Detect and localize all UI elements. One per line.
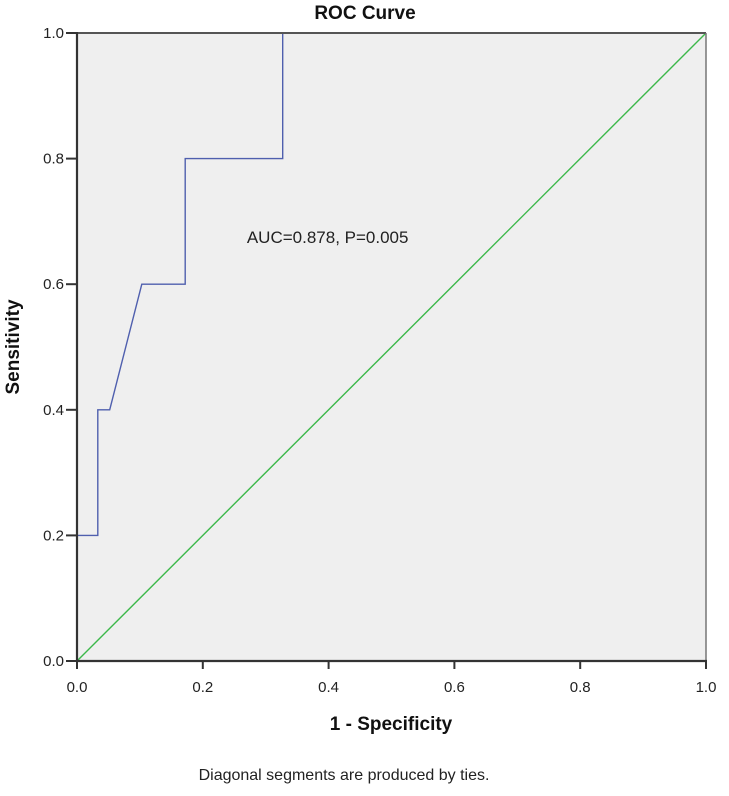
x-tick-label: 0.8: [570, 679, 591, 696]
footnote: Diagonal segments are produced by ties.: [199, 767, 490, 784]
y-tick-label: 0.4: [43, 402, 64, 419]
series-layer: [76, 32, 707, 662]
x-tick-label: 0.4: [318, 679, 339, 696]
y-tick-label: 0.6: [43, 276, 64, 293]
y-tick-label: 0.8: [43, 151, 64, 168]
x-axis-title: 1 - Specificity: [330, 714, 453, 735]
auc-annotation: AUC=0.878, P=0.005: [247, 228, 409, 247]
y-tick-label: 0.2: [43, 527, 64, 544]
y-axis-title: Sensitivity: [3, 299, 24, 394]
y-tick-label: 1.0: [43, 25, 64, 42]
roc-curve: [76, 32, 706, 661]
chart-title: ROC Curve: [314, 3, 415, 24]
reference-line: [76, 32, 707, 662]
x-tick-label: 0.6: [444, 679, 465, 696]
y-tick-label: 0.0: [43, 653, 64, 670]
x-tick-label: 0.0: [67, 679, 88, 696]
x-tick-label: 0.2: [192, 679, 213, 696]
x-tick-label: 1.0: [696, 679, 717, 696]
axes: 0.0 0.2 0.4 0.6 0.8 1.0 0.0 0.2 0.4 0.6 0.8 1.0: [43, 25, 716, 696]
